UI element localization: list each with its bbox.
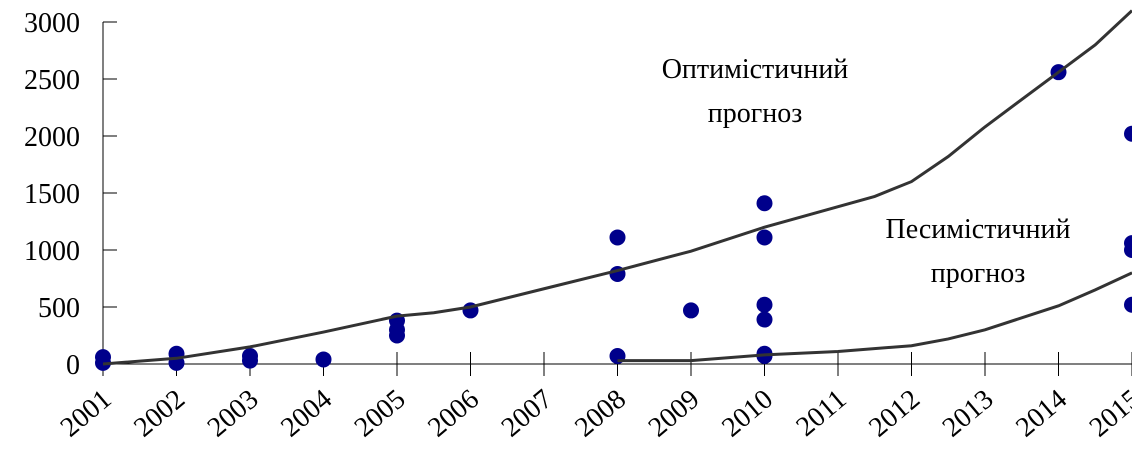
point [389,327,405,344]
point [1124,125,1132,142]
annotation: прогноз [931,258,1026,289]
x-tick-label: 2006 [422,384,485,444]
x-tick-label: 2005 [349,384,412,444]
annotation: Оптимістичний [662,54,849,85]
line [617,271,1132,363]
point [1124,296,1132,313]
y-tick-label: 1500 [24,179,80,210]
x-tick-label: 2013 [937,384,1000,444]
annotation: прогноз [708,98,803,129]
point [242,352,258,369]
y-tick-label: 2000 [24,122,80,153]
x-tick-label: 2015 [1084,384,1132,444]
x-tick-label: 2002 [128,384,191,444]
x-tick-label: 2010 [716,384,779,444]
x-tick-label: 2007 [496,384,559,444]
y-tick-label: 0 [66,350,80,381]
x-tick-label: 2012 [863,384,926,444]
point [756,229,773,246]
point [756,311,773,328]
x-tick-label: 2009 [643,384,706,444]
x-tick-label: 2003 [202,384,265,444]
x-tick-label: 2014 [1010,384,1073,444]
y-tick-label: 500 [38,293,80,324]
point [1124,242,1132,258]
y-tick-label: 3000 [24,8,80,39]
x-tick-label: 2001 [55,384,118,444]
line [102,9,1132,366]
x-tick-label: 2004 [275,384,338,444]
y-tick-label: 2500 [24,65,80,96]
point [756,296,773,313]
point [756,195,773,212]
x-tick-label: 2008 [569,384,632,444]
point [315,351,332,368]
x-tick-label: 2011 [790,384,852,443]
annotation: Песимістичний [886,214,1071,245]
point [609,229,626,246]
y-tick-label: 1000 [24,236,80,267]
point [683,302,699,319]
